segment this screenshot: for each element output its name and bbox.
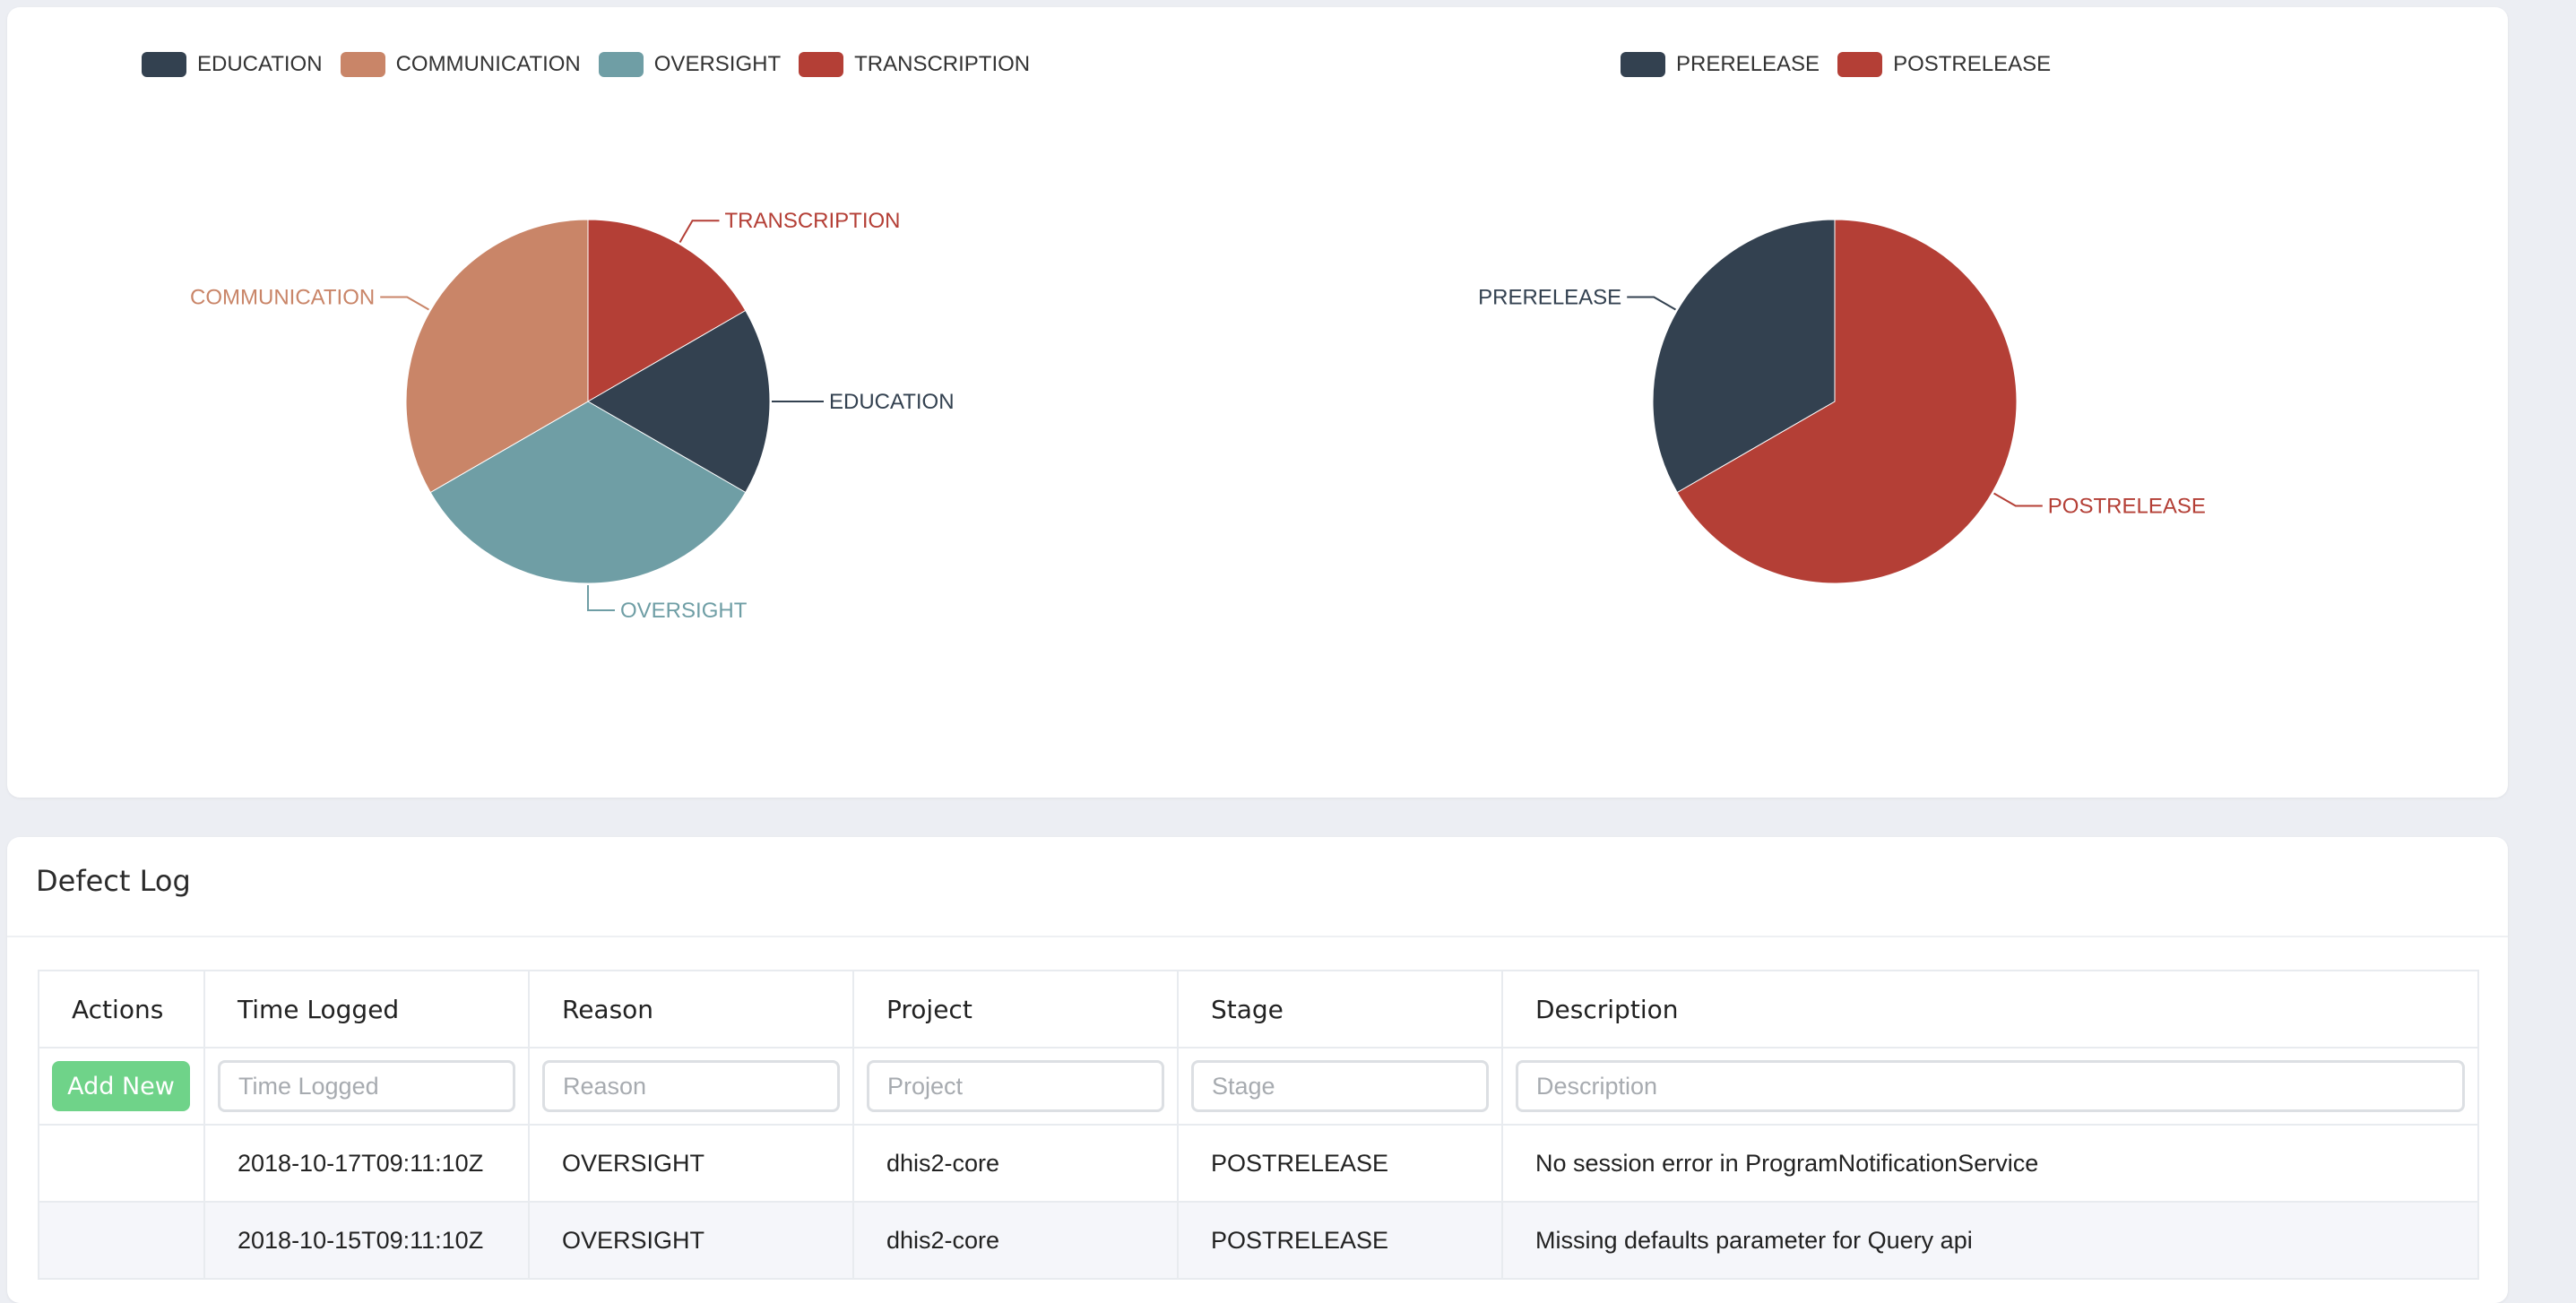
charts-panel: EDUCATION COMMUNICATION OVERSIGHT TRANSC…: [7, 7, 2508, 798]
time-logged-filter-input[interactable]: [218, 1060, 515, 1112]
legend-label-transcription: TRANSCRIPTION: [854, 52, 1031, 76]
row-description: No session error in ProgramNotificationS…: [1501, 1124, 2479, 1203]
legend-swatch-prerelease: [1621, 52, 1665, 77]
legend-label-postrelease: POSTRELEASE: [1893, 52, 2052, 76]
pie-label-postrelease: POSTRELEASE: [2048, 495, 2206, 519]
column-header-reason[interactable]: Reason: [528, 970, 854, 1048]
stage-pie-chart: POSTRELEASE PRERELEASE: [1478, 219, 2206, 584]
table-row[interactable]: 2018-10-15T09:11:10Z OVERSIGHT dhis2-cor…: [38, 1201, 2479, 1280]
pie-label-line-prerelease: [1627, 296, 1676, 311]
add-new-button[interactable]: Add New: [52, 1061, 190, 1111]
legend-swatch-postrelease: [1837, 52, 1883, 77]
legend-item-oversight[interactable]: OVERSIGHT: [598, 52, 782, 77]
legend-swatch-oversight: [598, 52, 644, 77]
pie-slice-oversight[interactable]: [429, 401, 747, 584]
pie-label-education: EDUCATION: [829, 390, 955, 414]
legend-item-transcription[interactable]: TRANSCRIPTION: [799, 52, 1030, 77]
column-header-actions: Actions: [38, 970, 205, 1048]
legend-swatch-education: [142, 52, 186, 77]
pie-charts-canvas: TRANSCRIPTION EDUCATION OVERSIGHT COMMUNICA…: [190, 209, 2206, 623]
pie-label-communication: COMMUNICATION: [190, 286, 375, 310]
filter-cell-description: [1501, 1047, 2479, 1126]
filter-row: Add New: [38, 1047, 2479, 1126]
row-actions-cell: [38, 1124, 205, 1203]
column-header-stage[interactable]: Stage: [1177, 970, 1503, 1048]
column-header-project[interactable]: Project: [852, 970, 1179, 1048]
defect-log-panel: Defect Log Actions Time Logged Reason Pr…: [7, 837, 2508, 1303]
filter-cell-reason: [528, 1047, 854, 1126]
row-stage: POSTRELEASE: [1177, 1124, 1503, 1203]
project-filter-input[interactable]: [867, 1060, 1164, 1112]
row-time-logged: 2018-10-17T09:11:10Z: [203, 1124, 530, 1203]
table-row[interactable]: 2018-10-17T09:11:10Z OVERSIGHT dhis2-cor…: [38, 1124, 2479, 1203]
legend-item-postrelease[interactable]: POSTRELEASE: [1837, 52, 2051, 77]
pie-label-line-oversight: [587, 585, 615, 611]
pie-slice-communication[interactable]: [405, 219, 589, 494]
row-reason: OVERSIGHT: [528, 1201, 854, 1280]
legend-label-education: EDUCATION: [197, 52, 323, 76]
filter-cell-time-logged: [203, 1047, 530, 1126]
legend-swatch-communication: [340, 52, 385, 77]
description-filter-input[interactable]: [1516, 1060, 2465, 1112]
defect-log-title: Defect Log: [36, 864, 191, 898]
row-reason: OVERSIGHT: [528, 1124, 854, 1203]
filter-cell-stage: [1177, 1047, 1503, 1126]
pie-slice-education[interactable]: [587, 309, 771, 494]
pie-label-line-postrelease: [1993, 492, 2043, 507]
stage-filter-input[interactable]: [1191, 1060, 1489, 1112]
pie-label-transcription: TRANSCRIPTION: [725, 209, 901, 233]
row-description: Missing defaults parameter for Query api: [1501, 1201, 2479, 1280]
column-header-time-logged[interactable]: Time Logged: [203, 970, 530, 1048]
table-header-row: Actions Time Logged Reason Project Stage…: [38, 970, 2479, 1048]
legend-label-oversight: OVERSIGHT: [653, 52, 782, 76]
legend-swatch-transcription: [799, 52, 844, 77]
row-project: dhis2-core: [852, 1124, 1179, 1203]
row-time-logged: 2018-10-15T09:11:10Z: [203, 1201, 530, 1280]
reason-pie-chart: TRANSCRIPTION EDUCATION OVERSIGHT COMMUNICA…: [190, 209, 955, 623]
pie-label-line-communication: [380, 296, 429, 311]
legend-item-communication[interactable]: COMMUNICATION: [340, 52, 581, 77]
legend-label-communication: COMMUNICATION: [395, 52, 581, 76]
pie-label-line-transcription: [679, 220, 720, 243]
defect-log-divider: [7, 936, 2508, 937]
pie-slice-transcription[interactable]: [587, 219, 747, 402]
row-stage: POSTRELEASE: [1177, 1201, 1503, 1280]
filter-cell-actions: Add New: [38, 1047, 205, 1126]
row-project: dhis2-core: [852, 1201, 1179, 1280]
pie-slice-prerelease[interactable]: [1652, 219, 1836, 494]
defect-log-table: Actions Time Logged Reason Project Stage…: [38, 970, 2479, 1280]
stage-chart-legend: PRERELEASE POSTRELEASE: [1621, 52, 2069, 77]
pie-slice-postrelease[interactable]: [1676, 219, 2018, 584]
reason-filter-input[interactable]: [542, 1060, 840, 1112]
row-actions-cell: [38, 1201, 205, 1280]
reason-chart-legend: EDUCATION COMMUNICATION OVERSIGHT TRANSC…: [142, 52, 1048, 77]
legend-label-prerelease: PRERELEASE: [1676, 52, 1820, 76]
filter-cell-project: [852, 1047, 1179, 1126]
legend-item-education[interactable]: EDUCATION: [142, 52, 323, 77]
legend-item-prerelease[interactable]: PRERELEASE: [1621, 52, 1820, 77]
pie-label-prerelease: PRERELEASE: [1478, 286, 1621, 310]
column-header-description[interactable]: Description: [1501, 970, 2479, 1048]
pie-label-oversight: OVERSIGHT: [620, 599, 748, 623]
